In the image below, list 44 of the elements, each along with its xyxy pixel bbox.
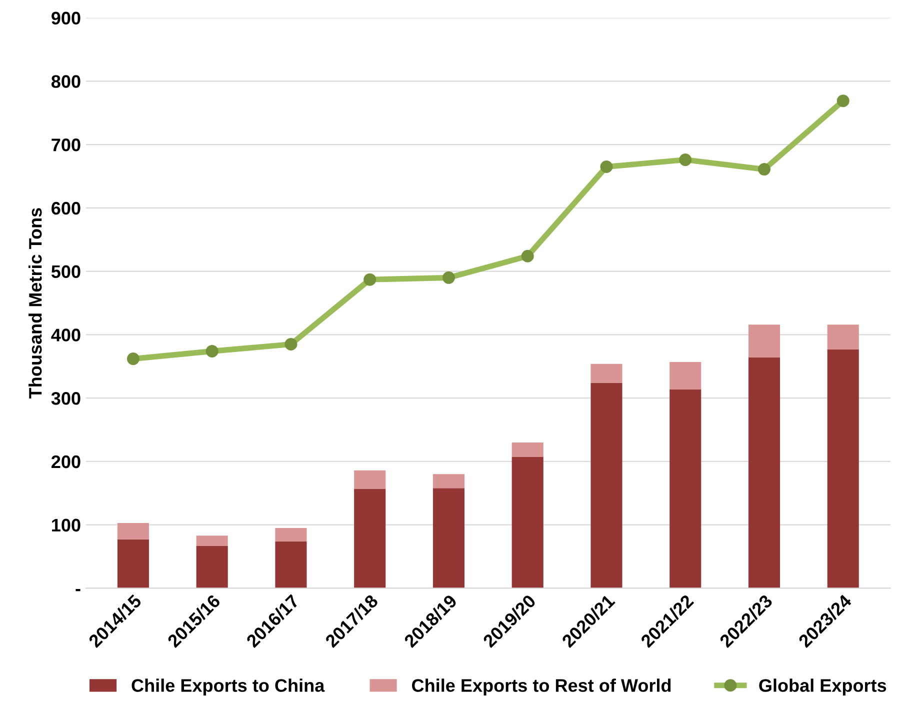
point	[679, 154, 692, 166]
bar	[354, 488, 386, 588]
legend-label: Global Exports	[759, 678, 886, 696]
point	[364, 273, 376, 286]
bar	[512, 442, 544, 458]
bar	[432, 488, 464, 588]
bar	[827, 349, 859, 588]
legend-label: Chile Exports to Rest of World	[412, 678, 671, 696]
y-tick-label: 900	[52, 12, 80, 25]
bar	[827, 324, 859, 350]
bar	[748, 324, 780, 358]
bar	[590, 382, 622, 588]
bar	[670, 362, 702, 390]
y-tick-label: 500	[51, 265, 80, 278]
y-tick-label: 600	[52, 202, 80, 215]
bar	[196, 536, 228, 546]
point	[600, 160, 613, 174]
bar	[275, 541, 307, 588]
bar	[748, 358, 780, 588]
point	[836, 94, 850, 108]
y-tick-label: 300	[51, 392, 80, 405]
y-tick-label: 100	[52, 518, 80, 532]
point	[284, 338, 298, 350]
bar	[275, 528, 307, 542]
legend-label: Chile Exports to China	[132, 678, 325, 696]
bar	[512, 457, 544, 588]
bar	[354, 470, 386, 489]
y-tick-label: 800	[51, 75, 80, 88]
bar	[196, 546, 228, 588]
bar	[670, 389, 702, 588]
y-axis-title: Thousand Metric Tons	[28, 208, 42, 398]
point	[126, 352, 140, 366]
bar	[117, 522, 149, 540]
y-tick-label: -	[76, 589, 80, 592]
bar	[432, 474, 464, 488]
point	[206, 344, 218, 358]
y-tick-label: 200	[52, 455, 80, 468]
point	[442, 271, 455, 284]
y-tick-label: 700	[52, 138, 80, 152]
point	[758, 163, 770, 176]
bar	[590, 364, 622, 383]
point	[521, 250, 534, 262]
y-tick-label: 400	[51, 328, 80, 342]
bar	[117, 539, 149, 588]
